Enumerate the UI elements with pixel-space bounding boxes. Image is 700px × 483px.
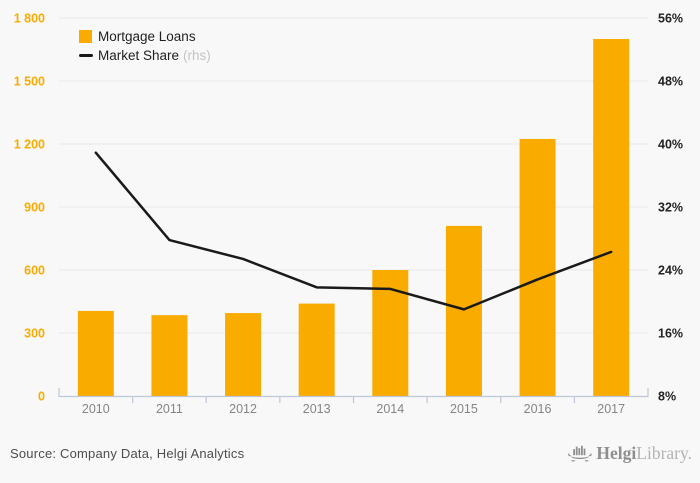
bar-2011 [151,315,188,396]
x-axis-label-2012: 2012 [229,402,257,416]
right-axis-tick-label: 56% [658,12,683,26]
left-axis-tick-label: 600 [24,264,45,278]
x-axis-label-2016: 2016 [524,402,552,416]
legend-item-mortgage-loans: Mortgage Loans [79,27,211,46]
bar-2012 [225,313,262,396]
right-axis-tick-label: 48% [658,75,683,89]
bar-2013 [298,303,335,396]
x-axis-label-2015: 2015 [450,402,478,416]
bar-2015 [445,225,482,396]
mortgage-loans-swatch [79,30,92,43]
logo-text-helgi: Helgi [596,442,637,463]
right-axis-tick-label: 16% [658,327,683,341]
left-axis-tick-label: 1 800 [14,12,45,26]
x-axis-label-2017: 2017 [597,402,625,416]
left-axis-tick-label: 1 500 [14,75,45,89]
source-text: Source: Company Data, Helgi Analytics [10,446,245,461]
left-axis-tick-label: 0 [38,390,45,404]
right-axis-tick-label: 8% [658,390,676,404]
legend-item-market-share: Market Share (rhs) [79,46,211,65]
legend-label-mortgage-loans: Mortgage Loans [98,29,196,44]
x-axis-label-2010: 2010 [82,402,110,416]
right-axis-tick-label: 40% [658,138,683,152]
legend-label-rhs: (rhs) [183,48,211,63]
footer: Source: Company Data, Helgi Analytics He… [0,433,700,483]
left-axis-tick-label: 300 [24,327,45,341]
left-axis-tick-label: 1 200 [14,138,45,152]
right-axis-tick-label: 32% [658,201,683,215]
x-axis-label-2013: 2013 [303,402,331,416]
chart-canvas: 0 8% 300 16% 600 24% 900 32% 1 200 40% 1 500 48% 1 8… [14,12,683,417]
bar-2016 [519,138,556,396]
x-axis-label-2011: 2011 [156,402,183,416]
legend: Mortgage Loans Market Share (rhs) [79,27,211,65]
market-share-line [94,151,613,311]
helgi-library-logo: HelgiLibrary. [568,441,692,465]
right-axis-tick-label: 24% [658,264,683,278]
market-share-line-swatch [79,54,93,57]
logo-text-library: Library. [636,442,692,463]
bar-2010 [77,310,114,396]
logo-text: HelgiLibrary. [596,443,692,464]
legend-label-market-share: Market Share [98,48,180,63]
bar-2017 [593,39,630,396]
left-axis-tick-label: 900 [24,201,45,215]
x-axis-label-2014: 2014 [376,402,404,416]
helgi-ship-icon [568,445,593,462]
